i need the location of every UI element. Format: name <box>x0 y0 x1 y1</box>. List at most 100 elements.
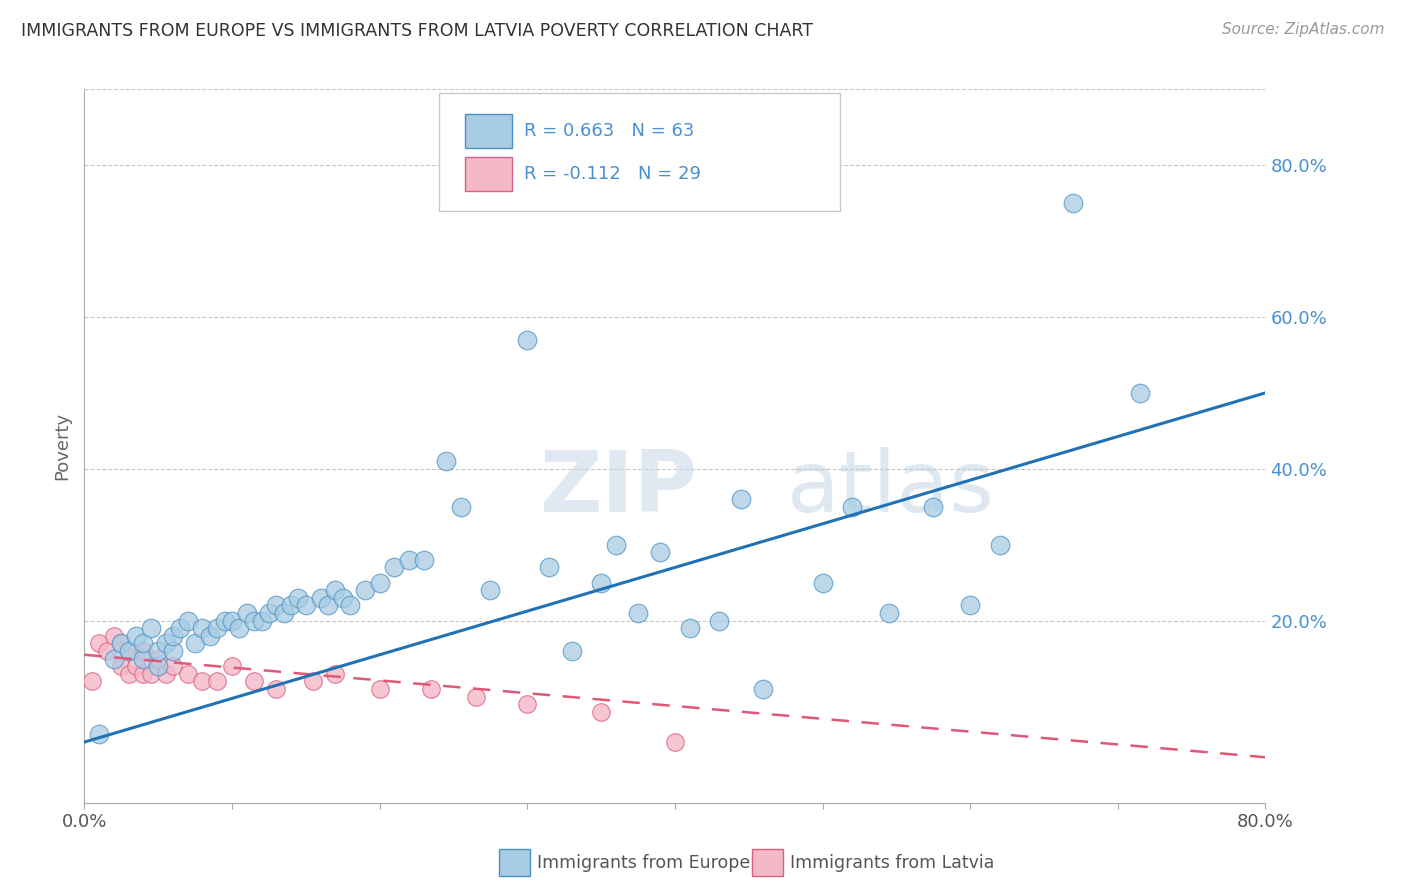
Point <box>664 735 686 749</box>
Point <box>309 591 332 605</box>
Point <box>339 599 361 613</box>
Text: R = -0.112   N = 29: R = -0.112 N = 29 <box>523 165 700 183</box>
Text: R = 0.663   N = 63: R = 0.663 N = 63 <box>523 122 695 140</box>
FancyBboxPatch shape <box>439 93 841 211</box>
Text: IMMIGRANTS FROM EUROPE VS IMMIGRANTS FROM LATVIA POVERTY CORRELATION CHART: IMMIGRANTS FROM EUROPE VS IMMIGRANTS FRO… <box>21 22 813 40</box>
Point <box>1063 196 1085 211</box>
Point <box>648 545 672 559</box>
Point <box>103 629 125 643</box>
Point <box>236 606 259 620</box>
Point <box>1129 385 1152 400</box>
Point <box>162 629 184 643</box>
Point <box>302 674 325 689</box>
Point <box>841 500 863 514</box>
Point <box>110 659 132 673</box>
Point <box>214 614 236 628</box>
Point <box>811 575 834 590</box>
Point <box>332 591 354 605</box>
Point <box>257 606 280 620</box>
Point <box>169 621 191 635</box>
Point <box>243 674 266 689</box>
FancyBboxPatch shape <box>464 114 512 148</box>
Point <box>191 621 214 635</box>
Point <box>118 644 141 658</box>
Point <box>354 583 377 598</box>
Point <box>103 651 125 665</box>
Point <box>80 674 103 689</box>
Point <box>368 575 391 590</box>
Point <box>752 681 775 696</box>
Point <box>184 636 207 650</box>
Point <box>382 560 406 574</box>
Point <box>287 591 309 605</box>
Point <box>118 644 141 658</box>
Point <box>678 621 700 635</box>
Point <box>368 681 391 696</box>
Point <box>280 599 302 613</box>
Text: Immigrants from Latvia: Immigrants from Latvia <box>790 854 994 871</box>
Point <box>591 575 613 590</box>
Text: atlas: atlas <box>787 447 995 531</box>
Point <box>730 492 752 507</box>
Point <box>605 538 627 552</box>
Text: Immigrants from Europe: Immigrants from Europe <box>537 854 751 871</box>
Point <box>221 614 243 628</box>
Y-axis label: Poverty: Poverty <box>53 412 72 480</box>
Point <box>89 727 111 741</box>
Point <box>264 681 288 696</box>
Point <box>155 636 177 650</box>
Point <box>191 674 214 689</box>
Point <box>243 614 266 628</box>
Point <box>295 599 318 613</box>
Point <box>398 553 420 567</box>
Point <box>273 606 295 620</box>
Point <box>148 651 170 665</box>
Point <box>316 599 339 613</box>
Point <box>155 666 177 681</box>
Point <box>450 500 472 514</box>
Point <box>162 644 184 658</box>
Point <box>148 644 170 658</box>
Point <box>132 666 155 681</box>
Point <box>922 500 945 514</box>
Point <box>323 666 347 681</box>
Point <box>110 636 132 650</box>
Text: ZIP: ZIP <box>538 447 697 531</box>
Point <box>205 674 228 689</box>
Point <box>221 659 243 673</box>
Point <box>198 629 221 643</box>
Point <box>877 606 900 620</box>
Point <box>132 636 155 650</box>
Point <box>413 553 436 567</box>
Point <box>118 666 141 681</box>
Point <box>959 599 981 613</box>
Point <box>177 666 200 681</box>
FancyBboxPatch shape <box>464 157 512 191</box>
Point <box>132 651 155 665</box>
Point <box>125 659 148 673</box>
Point <box>538 560 561 574</box>
Point <box>988 538 1011 552</box>
Point <box>177 614 200 628</box>
Point <box>591 705 613 719</box>
Point <box>560 644 583 658</box>
Text: Source: ZipAtlas.com: Source: ZipAtlas.com <box>1222 22 1385 37</box>
Point <box>464 690 486 704</box>
Point <box>516 333 538 347</box>
Point <box>479 583 502 598</box>
Point <box>96 644 118 658</box>
Point <box>323 583 347 598</box>
Point <box>132 644 155 658</box>
Point <box>434 454 457 468</box>
Point <box>110 636 132 650</box>
Point <box>264 599 288 613</box>
Point <box>89 636 111 650</box>
Point <box>420 681 443 696</box>
Point <box>125 629 148 643</box>
Point <box>139 666 162 681</box>
Point <box>516 697 538 711</box>
Point <box>205 621 228 635</box>
Point <box>162 659 184 673</box>
Point <box>627 606 650 620</box>
Point <box>148 659 170 673</box>
